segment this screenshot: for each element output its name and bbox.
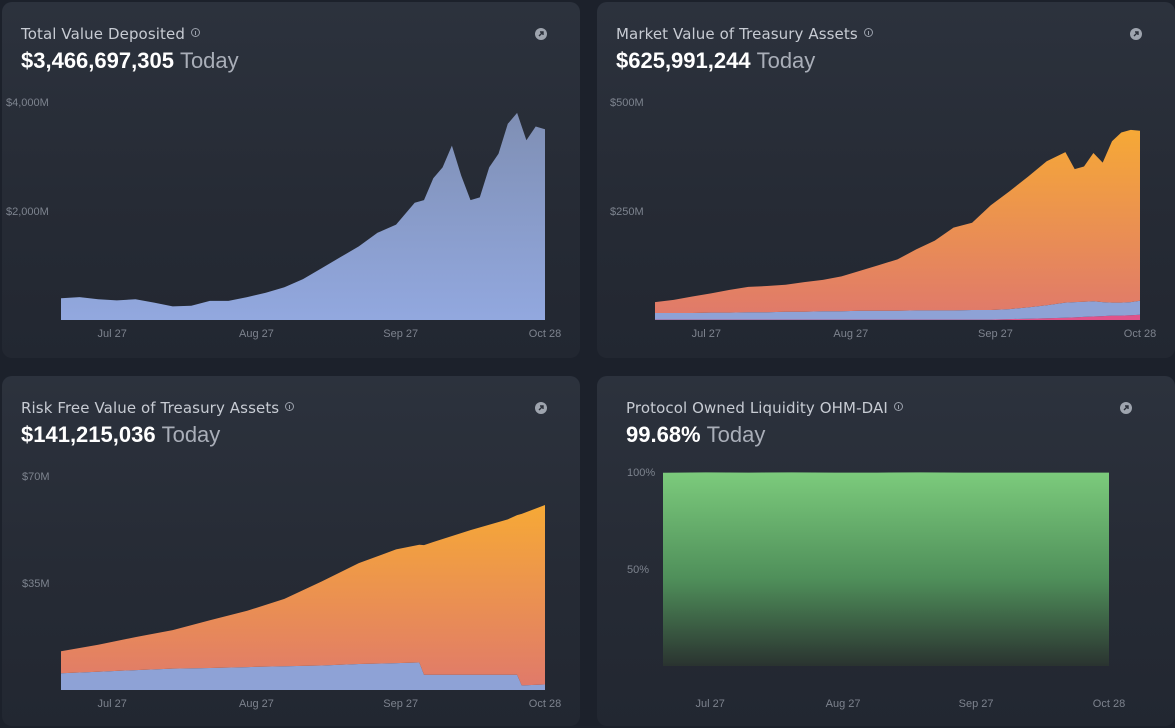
card-risk-free-value: $70M $35M Jul 27 Aug 27 Sep 27 Oct 28 Risk Fr… xyxy=(2,376,580,726)
card-value: $625,991,244 Today xyxy=(616,48,815,74)
series-area-2 xyxy=(655,129,1140,313)
y-tick-label: 100% xyxy=(627,467,655,479)
x-tick-label: Jul 27 xyxy=(98,698,127,710)
x-tick-label: Oct 28 xyxy=(1093,698,1125,710)
series-area-0 xyxy=(663,472,1109,666)
chart-market-value: $500M $250M Jul 27 Aug 27 Sep 27 Oct 28 xyxy=(610,97,1156,340)
y-tick-label: $500M xyxy=(610,97,644,109)
x-tick-label: Oct 28 xyxy=(1124,328,1156,340)
expand-arrow-icon[interactable] xyxy=(1130,28,1142,40)
x-tick-label: Sep 27 xyxy=(959,698,994,710)
metric-suffix: Today xyxy=(161,422,221,447)
card-title: Market Value of Treasury Assets xyxy=(616,25,873,43)
card-protocol-owned-liquidity: 100% 50% Jul 27 Aug 27 Sep 27 Oct 28 Protocol… xyxy=(597,376,1175,726)
chart-risk-free-value: $70M $35M Jul 27 Aug 27 Sep 27 Oct 28 xyxy=(22,471,561,710)
card-total-value-deposited: $4,000M $2,000M Jul 27 Aug 27 Sep 27 Oct 28 T… xyxy=(2,2,580,358)
card-title: Total Value Deposited xyxy=(21,25,200,43)
x-tick-label: Jul 27 xyxy=(695,698,724,710)
card-title: Protocol Owned Liquidity OHM-DAI xyxy=(626,399,903,417)
x-tick-label: Sep 27 xyxy=(978,328,1013,340)
metric-value: 99.68% xyxy=(626,422,701,447)
info-icon[interactable] xyxy=(893,402,903,411)
card-title: Risk Free Value of Treasury Assets xyxy=(21,399,295,417)
metric-value: $625,991,244 xyxy=(616,48,751,73)
x-tick-label: Aug 27 xyxy=(239,698,274,710)
x-tick-label: Sep 27 xyxy=(383,698,418,710)
expand-arrow-icon[interactable] xyxy=(535,402,547,414)
x-tick-label: Oct 28 xyxy=(529,328,561,340)
metric-suffix: Today xyxy=(756,48,816,73)
y-tick-label: $70M xyxy=(22,471,50,483)
y-tick-label: $35M xyxy=(22,578,50,590)
x-tick-label: Oct 28 xyxy=(529,698,561,710)
info-icon[interactable] xyxy=(863,28,873,37)
series-area-0 xyxy=(655,314,1140,320)
series-area-0 xyxy=(61,662,545,690)
metric-value: $141,215,036 xyxy=(21,422,156,447)
card-title-text: Market Value of Treasury Assets xyxy=(616,25,858,43)
x-tick-label: Sep 27 xyxy=(383,328,418,340)
y-tick-label: $2,000M xyxy=(6,206,49,218)
card-market-value: $500M $250M Jul 27 Aug 27 Sep 27 Oct 28 Marke… xyxy=(597,2,1175,358)
card-title-text: Protocol Owned Liquidity OHM-DAI xyxy=(626,399,888,417)
expand-arrow-icon[interactable] xyxy=(1120,402,1132,414)
info-icon[interactable] xyxy=(285,402,295,411)
card-value: $3,466,697,305 Today xyxy=(21,48,239,74)
card-title-text: Total Value Deposited xyxy=(21,25,185,43)
y-tick-label: $4,000M xyxy=(6,97,49,109)
metric-suffix: Today xyxy=(706,422,766,447)
metric-suffix: Today xyxy=(179,48,239,73)
chart-protocol-owned-liquidity: 100% 50% Jul 27 Aug 27 Sep 27 Oct 28 xyxy=(627,467,1125,710)
x-tick-label: Aug 27 xyxy=(826,698,861,710)
series-area-1 xyxy=(61,505,545,686)
metric-value: $3,466,697,305 xyxy=(21,48,174,73)
expand-arrow-icon[interactable] xyxy=(535,28,547,40)
chart-total-value-deposited: $4,000M $2,000M Jul 27 Aug 27 Sep 27 Oct 28 xyxy=(6,97,561,340)
card-value: $141,215,036 Today xyxy=(21,422,220,448)
y-tick-label: 50% xyxy=(627,564,649,576)
info-icon[interactable] xyxy=(190,28,200,37)
card-value: 99.68% Today xyxy=(626,422,765,448)
x-tick-label: Jul 27 xyxy=(98,328,127,340)
y-tick-label: $250M xyxy=(610,206,644,218)
series-area-1 xyxy=(655,300,1140,320)
x-tick-label: Aug 27 xyxy=(833,328,868,340)
card-title-text: Risk Free Value of Treasury Assets xyxy=(21,399,280,417)
series-area-0 xyxy=(61,112,545,321)
x-tick-label: Aug 27 xyxy=(239,328,274,340)
x-tick-label: Jul 27 xyxy=(692,328,721,340)
